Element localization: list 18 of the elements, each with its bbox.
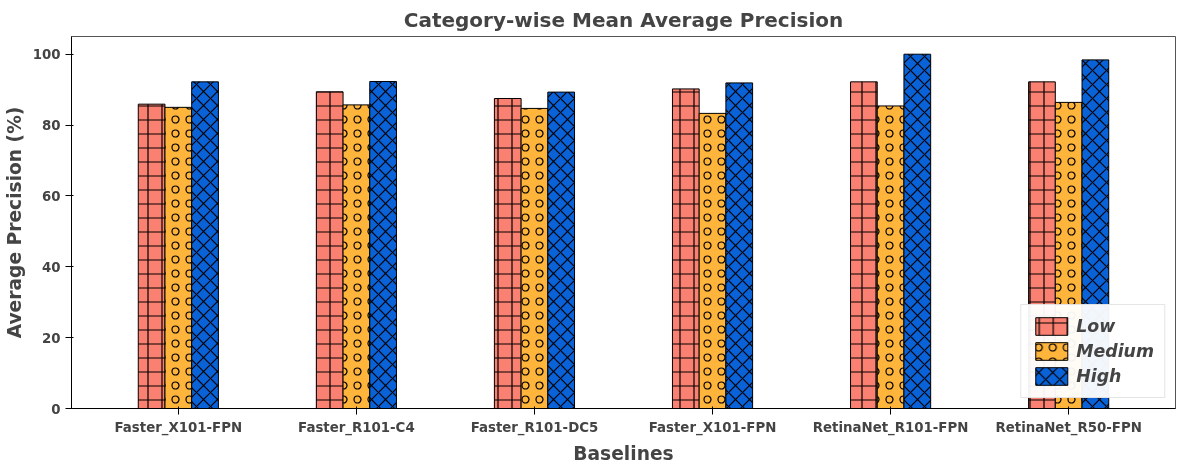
legend-label: Medium (1076, 341, 1154, 361)
legend-label: High (1076, 366, 1122, 386)
x-tick-label: Faster_X101-FPN (648, 419, 777, 436)
y-tick-label: 40 (41, 259, 61, 275)
x-tick-label: Faster_R101-C4 (298, 419, 415, 436)
chart-title: Category-wise Mean Average Precision (403, 7, 844, 32)
y-tick-label: 100 (32, 47, 61, 63)
y-tick-label: 60 (41, 188, 61, 204)
y-axis-title: Average Precision (%) (3, 106, 25, 339)
x-tick-label: Faster_R101-DC5 (470, 419, 599, 436)
x-tick-label: RetinaNet_R50-FPN (995, 419, 1142, 436)
y-tick-label: 20 (41, 330, 61, 346)
x-tick-label: Faster_X101-FPN (114, 419, 243, 436)
legend-label: Low (1076, 316, 1116, 336)
y-tick-label: 80 (41, 118, 61, 134)
x-tick-label: RetinaNet_R101-FPN (812, 419, 969, 436)
x-axis-title: Baselines (573, 442, 674, 464)
y-tick-label: 0 (51, 401, 61, 417)
